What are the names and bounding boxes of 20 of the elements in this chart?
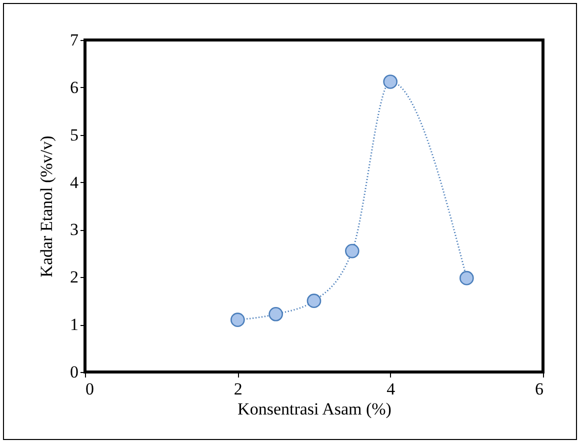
point (268, 306, 283, 322)
x-tick-label: 4 (386, 380, 396, 398)
y-tick-label: 5 (70, 125, 78, 144)
y-tick-label: 7 (70, 30, 79, 50)
x-tick-label: 0 (86, 380, 94, 398)
y-tick-label: 2 (70, 268, 78, 287)
point (230, 312, 245, 327)
y-tick-label: 4 (70, 172, 79, 192)
x-axis-title: Konsentrasi Asam (%) (238, 400, 392, 418)
point (345, 244, 360, 258)
point (306, 294, 322, 308)
y-tick-label: 0 (70, 362, 78, 382)
point (383, 74, 398, 89)
y-axis-title: Kadar Etanol (%v/v) (37, 136, 56, 278)
y-tick-label: 1 (70, 315, 78, 334)
x-tick-label: 6 (535, 380, 544, 398)
y-tick-label: 3 (70, 220, 78, 240)
y-tick-label: 6 (70, 78, 78, 97)
point (460, 270, 474, 286)
x-tick-label: 2 (234, 380, 242, 398)
